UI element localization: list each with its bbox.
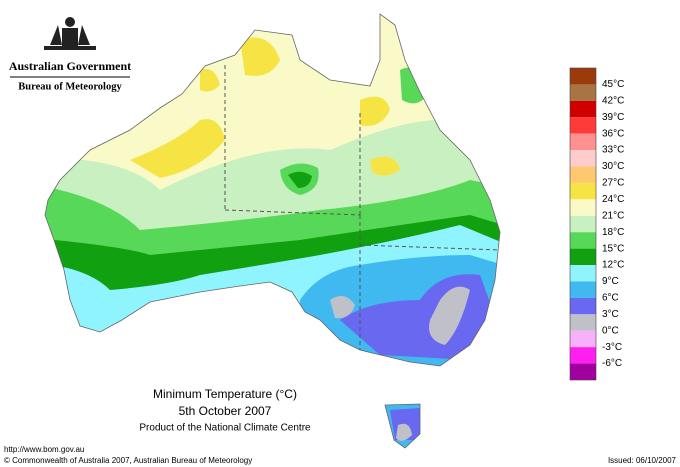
legend-swatch [570, 265, 596, 282]
legend-swatch [570, 150, 596, 167]
legend-label: 36°C [602, 128, 624, 139]
legend-swatch [570, 133, 596, 151]
legend-swatch [570, 248, 596, 266]
legend-frame [569, 67, 597, 381]
legend-swatch [570, 199, 596, 216]
legend: 45°C 42°C 39°C 36°C 33°C 30°C 27°C 24°C 21°C 18°C… [569, 67, 624, 381]
legend-label: 21°C [602, 210, 624, 221]
legend-swatch [570, 363, 596, 380]
map-date: 5th October 2007 [179, 404, 272, 418]
legend-label: 12°C [602, 260, 624, 271]
legend-swatch [570, 100, 596, 118]
legend-swatch [570, 166, 596, 183]
legend-swatch [570, 314, 596, 331]
map-title: Minimum Temperature (°C) [153, 387, 297, 401]
footer-issued: Issued: 06/10/2007 [608, 456, 677, 465]
footer-copyright: © Commonwealth of Australia 2007, Austra… [4, 456, 252, 465]
legend-label: 24°C [602, 194, 624, 205]
legend-label: 33°C [602, 145, 624, 156]
legend-label: -6°C [602, 358, 622, 369]
legend-label: 18°C [602, 227, 624, 238]
legend-swatch [570, 281, 596, 298]
map-credit: Product of the National Climate Centre [139, 423, 311, 434]
legend-swatch [570, 117, 596, 134]
footer-url: http://www.bom.gov.au [4, 445, 84, 454]
legend-swatch [570, 347, 596, 364]
coat-of-arms [44, 17, 96, 50]
government-name: Australian Government [9, 59, 131, 73]
legend-label: 9°C [602, 276, 619, 287]
legend-label: 27°C [602, 178, 624, 189]
legend-label: 30°C [602, 161, 624, 172]
agency-name: Bureau of Meteorology [18, 81, 122, 92]
legend-label: 6°C [602, 293, 619, 304]
legend-swatch [570, 68, 596, 85]
legend-swatch [570, 297, 596, 315]
legend-swatch [570, 182, 596, 200]
legend-label: 0°C [602, 325, 619, 336]
legend-label: 45°C [602, 79, 624, 90]
legend-swatch [570, 330, 596, 348]
legend-label: 15°C [602, 243, 624, 254]
legend-label: -3°C [602, 342, 622, 353]
legend-swatch [570, 84, 596, 101]
legend-swatch [570, 215, 596, 233]
legend-label: 39°C [602, 112, 624, 123]
legend-label: 3°C [602, 309, 619, 320]
coastline [44, 13, 501, 449]
legend-swatch [570, 232, 596, 249]
legend-label: 42°C [602, 95, 624, 106]
